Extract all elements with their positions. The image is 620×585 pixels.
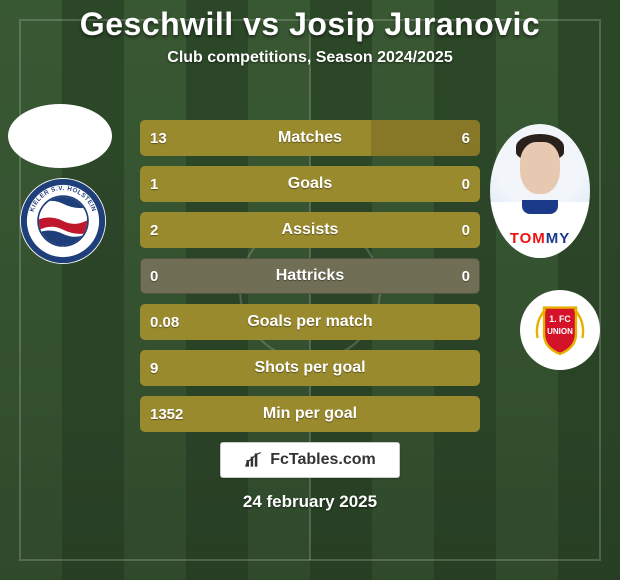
stat-fill-left: [140, 166, 480, 202]
stat-fill-left: [140, 212, 480, 248]
content-root: Geschwill vs Josip Juranovic Club compet…: [0, 0, 620, 580]
stat-bars: Matches136Goals10Assists20Hattricks00Goa…: [140, 120, 480, 442]
stat-fill-left: [140, 304, 480, 340]
club-crest-left: KIELER S.V. HOLSTEIN VON 1900: [20, 178, 106, 264]
stat-row: Min per goal1352: [140, 396, 480, 432]
club-crest-right: 1. FC UNION: [520, 290, 600, 370]
stat-value-right: 0: [452, 212, 480, 248]
player-right-avatar: TOMMY: [490, 124, 590, 258]
stat-fill-left: [140, 350, 480, 386]
stat-value-left: 13: [140, 120, 177, 156]
sponsor-text-1: TOM: [510, 230, 546, 247]
stat-row: Matches136: [140, 120, 480, 156]
chart-icon: [244, 450, 264, 470]
stat-row: Assists20: [140, 212, 480, 248]
svg-text:UNION: UNION: [547, 327, 573, 336]
stat-value-left: 0: [140, 258, 168, 294]
comparison-title: Geschwill vs Josip Juranovic: [0, 0, 620, 43]
svg-text:1. FC: 1. FC: [549, 314, 571, 324]
stat-row: Shots per goal9: [140, 350, 480, 386]
player-left-avatar-placeholder: [8, 104, 112, 168]
jersey-sponsor: TOMMY: [490, 230, 590, 248]
comparison-date: 24 february 2025: [0, 492, 620, 512]
stat-value-right: 6: [452, 120, 480, 156]
face: [520, 142, 560, 194]
stat-row: Hattricks00: [140, 258, 480, 294]
crest-left-svg: KIELER S.V. HOLSTEIN VON 1900: [20, 178, 106, 264]
sponsor-text-2: MY: [546, 230, 571, 247]
stat-value-left: 1352: [140, 396, 193, 432]
crest-right-svg: 1. FC UNION: [520, 290, 600, 370]
stat-row: Goals per match0.08: [140, 304, 480, 340]
stat-row: Goals10: [140, 166, 480, 202]
stat-value-left: 0.08: [140, 304, 189, 340]
stat-value-left: 9: [140, 350, 168, 386]
comparison-subtitle: Club competitions, Season 2024/2025: [0, 49, 620, 67]
stat-value-left: 2: [140, 212, 168, 248]
source-badge-text: FcTables.com: [270, 451, 376, 469]
collar: [522, 200, 558, 214]
stat-track: [140, 258, 480, 294]
stat-value-right: 0: [452, 258, 480, 294]
source-badge: FcTables.com: [220, 442, 400, 478]
stat-value-left: 1: [140, 166, 168, 202]
stat-value-right: 0: [452, 166, 480, 202]
